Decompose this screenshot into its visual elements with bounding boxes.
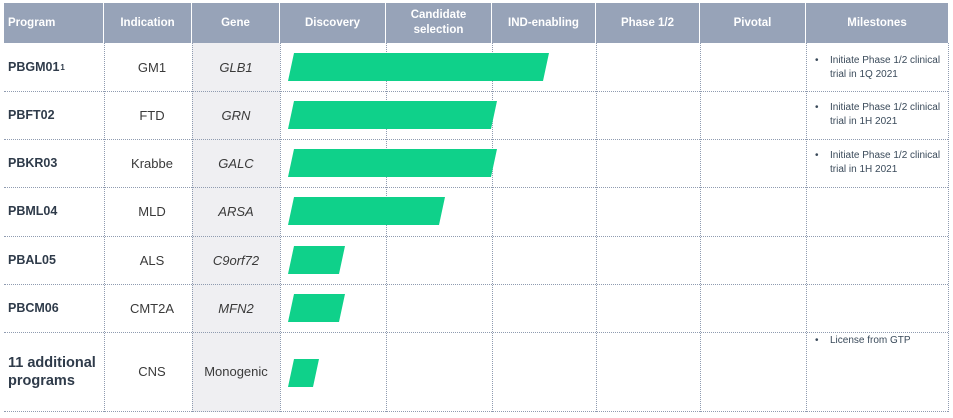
grid-line [192, 43, 193, 412]
program-name: PBML04 [8, 204, 58, 218]
table-row: PBAL05 ALS C9orf72 [4, 236, 948, 284]
grid-line [948, 43, 949, 412]
gene-column-shade [192, 43, 280, 412]
row-divider [4, 236, 948, 237]
program-name: PBFT02 [8, 108, 55, 122]
program-name: PBCM06 [8, 301, 59, 315]
indication: CNS [138, 364, 166, 379]
progress-bar [288, 53, 549, 81]
header-program: Program [4, 3, 104, 43]
gene: GRN [221, 107, 251, 123]
table-row: PBKR03 Krabbe GALC • Initiate Phase 1/2 … [4, 139, 948, 187]
indication: CMT2A [129, 300, 175, 316]
indication: ALS [139, 252, 165, 268]
grid-line [806, 43, 807, 412]
row-divider [4, 187, 948, 188]
grid-line [104, 43, 105, 412]
table-row: PBFT02 FTD GRN • Initiate Phase 1/2 clin… [4, 91, 948, 139]
program-name: PBKR03 [8, 156, 58, 170]
row-divider [4, 91, 948, 92]
indication: MLD [138, 203, 166, 219]
gene: C9orf72 [212, 252, 260, 268]
progress-bar [288, 149, 497, 177]
row-divider [4, 332, 948, 333]
bullet: • [815, 150, 819, 161]
header-discovery: Discovery [280, 3, 386, 43]
bullet: • [815, 55, 819, 66]
header-ind-enabling: IND-enabling [492, 3, 596, 43]
indication: Krabbe [131, 155, 173, 171]
gene: MFN2 [218, 300, 254, 316]
footnote-marker: 1 [60, 62, 65, 72]
gene: Monogenic [204, 364, 268, 379]
bullet: • [815, 102, 819, 113]
gene: GLB1 [219, 59, 253, 75]
row-divider [4, 411, 948, 412]
gene: ARSA [218, 203, 254, 219]
table-row: PBGM01 1 GM1 GLB1 • Initiate Phase 1/2 cl… [4, 43, 948, 91]
table-row: 11 additional programs CNS Monogenic • L… [4, 332, 948, 411]
table-row: PBCM06 CMT2A MFN2 [4, 284, 948, 332]
progress-bar [288, 197, 445, 225]
milestone-text: Initiate Phase 1/2 clinical trial in 1Q … [830, 55, 941, 80]
milestone-text: Initiate Phase 1/2 clinical trial in 1H … [830, 102, 941, 127]
header-candidate-selection: Candidate selection [386, 3, 492, 43]
header-pivotal: Pivotal [700, 3, 806, 43]
indication: FTD [139, 107, 165, 123]
header-phase-1-2: Phase 1/2 [596, 3, 700, 43]
program-name: 11 additional programs [8, 354, 96, 389]
program-name: PBGM01 1 [8, 60, 65, 74]
indication: GM1 [137, 59, 167, 75]
grid-line [492, 43, 493, 412]
milestone-text: Initiate Phase 1/2 clinical trial in 1H … [830, 150, 941, 175]
milestone-text: License from GTP [830, 335, 911, 346]
header-gene: Gene [192, 3, 280, 43]
program-name: PBAL05 [8, 253, 56, 267]
progress-bar [288, 101, 497, 129]
gene: GALC [218, 155, 254, 171]
header-indication: Indication [104, 3, 192, 43]
progress-bar [288, 246, 345, 274]
bullet: • [815, 335, 819, 346]
progress-bar [288, 359, 319, 387]
row-divider [4, 139, 948, 140]
table-row: PBML04 MLD ARSA [4, 187, 948, 235]
row-divider [4, 284, 948, 285]
grid-line [700, 43, 701, 412]
grid-line [596, 43, 597, 412]
grid-line [280, 43, 281, 412]
grid-line [386, 43, 387, 412]
progress-bar [288, 294, 345, 322]
header-milestones: Milestones [806, 3, 948, 43]
